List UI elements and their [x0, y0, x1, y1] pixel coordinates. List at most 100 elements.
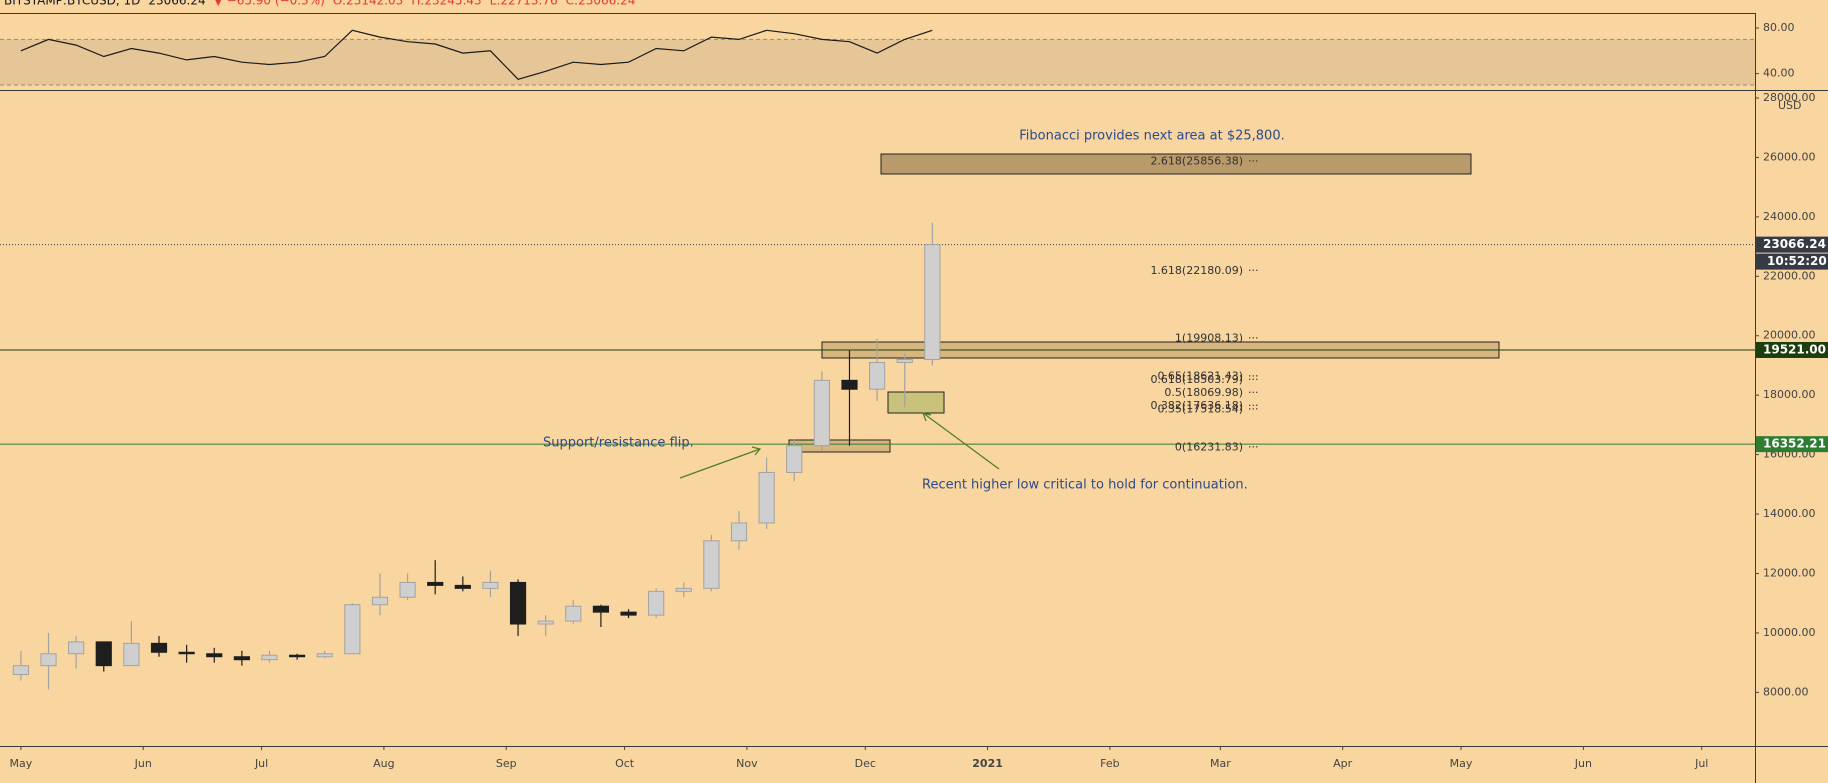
y-tick-label: 24000.00 [1763, 210, 1816, 223]
candle-body [730, 522, 748, 542]
candle-body [786, 445, 803, 473]
candle-body [95, 641, 112, 667]
fib-level-label: 0.618(18503.79) [1150, 373, 1243, 386]
candle-body [12, 665, 30, 676]
x-tick-label: Sep [496, 757, 517, 770]
y-tick-label: 8000.00 [1763, 685, 1809, 698]
candle-body [123, 642, 140, 667]
header-item: L:22713.76 [490, 0, 558, 8]
candle-body [344, 604, 361, 655]
support-box [788, 439, 891, 453]
fib-level-dots: ··· [1248, 155, 1259, 168]
fib-level-label: 0.35(17518.54) [1157, 402, 1243, 415]
header-item: C:23066.24 [566, 0, 636, 8]
rsi-tick-label: 80.00 [1763, 21, 1795, 34]
x-tick-label: Nov [736, 757, 758, 770]
y-tick-label: 26000.00 [1763, 150, 1816, 163]
price-panel: 8000.0010000.0012000.0014000.0016000.001… [0, 91, 1828, 770]
candle-body [509, 581, 527, 625]
fib-level-dots: ··· [1248, 386, 1259, 399]
candle-body [537, 620, 554, 625]
fib-level-label: 0.382(17636.18) [1150, 399, 1243, 412]
candle-body [316, 653, 333, 658]
fib-level-dots: ··· [1248, 399, 1259, 412]
header-item: O:23142.03 [333, 0, 404, 8]
candle-body [427, 581, 444, 586]
y-tick-label: 28000.00 [1763, 91, 1816, 104]
fib-level-label: 0.5(18069.98) [1164, 386, 1243, 399]
fib-level-label: 1.618(22180.09) [1150, 264, 1243, 277]
price-label: 16352.21 [1763, 437, 1826, 451]
rsi-panel: 80.00 40.00 [0, 21, 1795, 86]
y-tick-label: 12000.00 [1763, 567, 1816, 580]
candle-body [399, 581, 416, 598]
x-tick-label: May [10, 757, 33, 770]
fib-level-label: 0(16231.83) [1175, 441, 1243, 454]
header-item: H:23245.43 [411, 0, 481, 8]
candle-body [68, 641, 85, 655]
arrow [922, 412, 1000, 470]
fib-level-label: 2.618(25856.38) [1150, 155, 1243, 168]
fib-level-dots: ··· [1248, 441, 1259, 454]
y-tick-label: 18000.00 [1763, 388, 1816, 401]
higher-low-box [887, 391, 945, 414]
candle-body [565, 605, 582, 622]
x-tick-label: Jun [1574, 757, 1592, 770]
y-tick-label: 10000.00 [1763, 626, 1816, 639]
fib-level-dots: ··· [1248, 402, 1259, 415]
x-tick-label: 2021 [972, 757, 1003, 770]
arrow-head [922, 412, 932, 422]
candle-body [454, 584, 471, 589]
fib-level-label: 0.65(18621.43) [1157, 370, 1243, 383]
arrow-head [751, 446, 762, 456]
annotation: Recent higher low critical to hold for c… [922, 478, 1248, 493]
x-tick-label: Jul [1694, 757, 1708, 770]
candle-body [178, 651, 195, 655]
candle-body [924, 244, 941, 361]
price-label-bg [1756, 436, 1828, 453]
header-item: 23066.24 [148, 0, 205, 8]
candle-body [648, 590, 665, 616]
x-tick-label: Aug [373, 757, 394, 770]
annotation: Fibonacci provides next area at $25,800. [1019, 129, 1284, 144]
rsi-line [20, 29, 933, 80]
annotation: Support/resistance flip. [543, 436, 694, 451]
candle-body [592, 605, 610, 613]
rsi-tick-label: 40.00 [1763, 67, 1795, 80]
price-label-bg [1756, 236, 1828, 253]
candle-body [869, 361, 886, 390]
candle-body [233, 656, 250, 661]
axis-unit: USD [1778, 99, 1802, 112]
header-item: ▼ −65.90 (−0.3%) [214, 0, 325, 8]
candle-body [758, 471, 775, 524]
x-tick-label: Dec [855, 757, 876, 770]
candle-body [620, 611, 637, 616]
x-tick-label: Mar [1210, 757, 1231, 770]
rsi-band [0, 39, 1755, 85]
y-tick-label: 20000.00 [1763, 329, 1816, 342]
candle-body [261, 654, 278, 661]
candle-body [289, 654, 306, 658]
candle-body [813, 379, 830, 447]
x-tick-label: Oct [615, 757, 635, 770]
x-tick-label: Apr [1333, 757, 1353, 770]
x-tick-label: Jun [134, 757, 152, 770]
candle-body [40, 653, 57, 667]
y-tick-label: 14000.00 [1763, 507, 1816, 520]
candle-body [482, 581, 499, 589]
candle-body [675, 587, 692, 592]
candle-body [703, 540, 720, 589]
fib-level-dots: ··· [1248, 264, 1259, 277]
candle-body [150, 642, 168, 653]
header: BITSTAMP:BTCUSD, 1D 23066.24 ▼ −65.90 (−0.… [4, 0, 635, 8]
fib-level-dots: ··· [1248, 373, 1259, 386]
x-tick-label: Jul [254, 757, 268, 770]
fib-level-dots: ··· [1248, 331, 1259, 344]
price-label: 19521.00 [1763, 342, 1826, 356]
fib-level-dots: ··· [1248, 370, 1259, 383]
countdown-bg [1756, 253, 1828, 270]
arrow [679, 448, 761, 479]
candle-body [896, 359, 913, 363]
price-label: 23066.24 [1763, 237, 1826, 251]
